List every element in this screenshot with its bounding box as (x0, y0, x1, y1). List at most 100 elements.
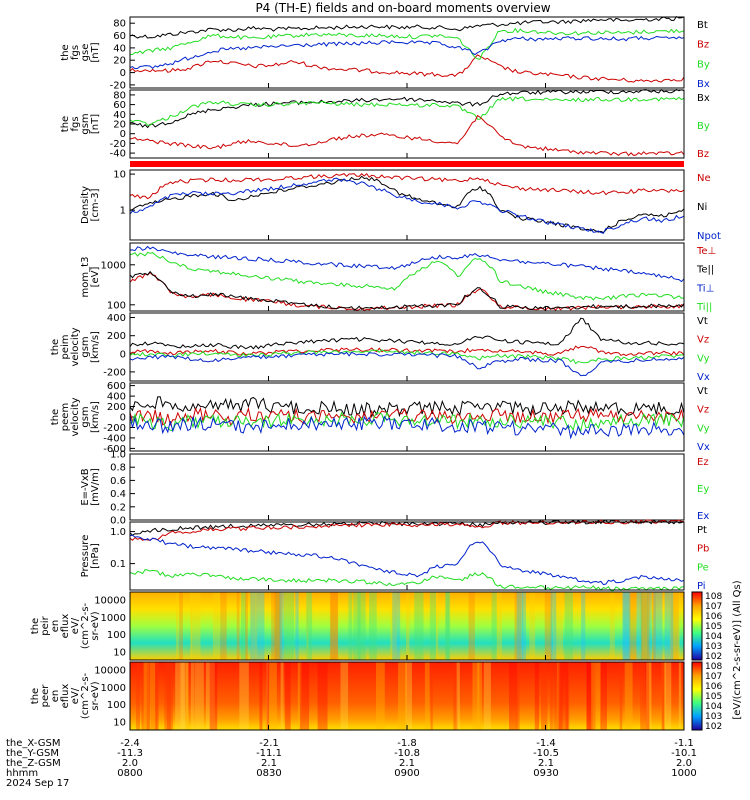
series-density-0 (129, 172, 685, 200)
ytick-peir-spectrogram-0: 10000 (94, 596, 126, 607)
ytick-fgs-gsm-4: 0 (120, 129, 126, 140)
spectro-stripe-peir-spectrogram-54 (329, 592, 339, 660)
spectro-stripe-peir-spectrogram-5 (175, 592, 179, 660)
ytick-efield-3: 0.4 (110, 489, 126, 500)
ylabel-line-efield-1: [mV/m] (90, 468, 101, 506)
legend-density-0: Ne (697, 173, 711, 184)
frame-fgs-gse (129, 16, 685, 89)
spectro-stripe-peer-spectrogram-50 (558, 662, 569, 730)
tick-y-gsm-3: -10.5 (533, 748, 559, 759)
legend-density-1: Ni (697, 202, 707, 213)
spectro-stripe-peir-spectrogram-17 (250, 592, 258, 660)
spectro-stripe-peer-spectrogram-3 (205, 662, 215, 730)
spectro-stripe-peer-spectrogram-20 (541, 662, 548, 730)
tick-y-gsm-4: -10.1 (671, 748, 697, 759)
spectro-stripe-peer-spectrogram-11 (664, 662, 672, 730)
spectro-stripe-peer-spectrogram-12 (150, 662, 158, 730)
ylabel-line-peim-velocity-4: [km/s] (90, 331, 101, 363)
ylabel-line-peem-velocity-1: peem (60, 403, 71, 431)
series-fgs-gse-1 (129, 54, 685, 83)
spectro-stripe-peir-spectrogram-11 (623, 592, 630, 660)
spectro-stripe-peer-spectrogram-5 (269, 662, 277, 730)
ylabel-line-fgs-gsm-3: [nT] (90, 114, 101, 134)
series-fgs-gsm-1 (129, 96, 685, 126)
ylabel-line-fgs-gse-1: fgs (70, 45, 81, 60)
spectro-stripe-peir-spectrogram-34 (468, 592, 475, 660)
spectrogram-peir-spectrogram (130, 592, 684, 660)
ytick-peim-velocity-1: 200 (107, 331, 126, 342)
spectro-stripe-peir-spectrogram-35 (522, 592, 526, 660)
tick-y-gsm-1: -11.1 (256, 748, 282, 759)
cb-tick-1-1: 107 (705, 672, 722, 682)
legend-fgs-gsm-2: Bz (697, 149, 709, 160)
ytick-efield-0: 1.0 (110, 450, 126, 461)
ylabel-line-peer-spectrogram-6: sr-eV) (90, 681, 101, 710)
panel-peir-spectrogram: the peir en eflux eV/(cm^2-s-sr-eV) 10000 1000… (30, 591, 685, 661)
spectro-stripe-peir-spectrogram-29 (212, 592, 220, 660)
spectro-stripe-peir-spectrogram-3 (641, 592, 652, 660)
ytick-peem-velocity-0: 600 (107, 381, 126, 392)
ytick-fgs-gsm-5: -20 (110, 139, 126, 150)
spectro-stripe-peir-spectrogram-59 (279, 592, 285, 660)
panel-peem-velocity: the peem velocity gsm [km/s] 6004002000-200-4… (50, 381, 710, 455)
ytick-peem-velocity-6: -600 (103, 444, 126, 455)
spectro-stripe-peer-spectrogram-48 (155, 662, 159, 730)
cb-tick-0-0: 108 (705, 592, 722, 602)
ytick-fgs-gse-1: 60 (113, 31, 126, 42)
spectro-stripe-peir-spectrogram-23 (250, 592, 256, 660)
tick-x-gsm-2: -1.8 (397, 738, 417, 749)
spectro-stripe-peer-spectrogram-23 (645, 662, 652, 730)
legend-temperature-3: Ti|| (696, 302, 712, 313)
ytick-fgs-gsm-2: 40 (113, 110, 126, 121)
spectro-stripe-peir-spectrogram-39 (653, 592, 663, 660)
ytick-peer-spectrogram-3: 10 (113, 718, 126, 729)
ylabel-line-peer-spectrogram-2: en (50, 690, 61, 703)
z-gsm-label: the_Z-GSM (6, 758, 61, 769)
tick-z-gsm-2: 2.1 (399, 758, 415, 769)
ytick-peim-velocity-2: 0 (120, 349, 126, 360)
ytick-fgs-gse-0: 80 (113, 19, 126, 30)
legend-efield-1: Ey (697, 484, 709, 495)
spectro-stripe-peir-spectrogram-31 (295, 592, 299, 660)
spectro-stripe-peir-spectrogram-18 (670, 592, 679, 660)
legend-density-2: Npot (697, 231, 721, 242)
spectro-stripe-peer-spectrogram-14 (509, 662, 518, 730)
tick-z-gsm-3: 2.1 (538, 758, 554, 769)
spectro-stripe-peer-spectrogram-29 (376, 662, 385, 730)
legend-pressure-1: Pb (697, 544, 709, 555)
ytick-fgs-gsm-3: 20 (113, 120, 126, 131)
cb-tick-1-3: 105 (705, 692, 722, 702)
panel-temperature: mom_t3 [eV]1000 100 Te⊥ Te|| Ti⊥ Ti|| (80, 242, 716, 313)
spectro-stripe-peer-spectrogram-40 (430, 662, 433, 730)
legend-peem-velocity-1: Vz (697, 405, 709, 416)
series-density-1 (129, 175, 685, 234)
series-temperature-3 (129, 251, 685, 301)
legend-temperature-0: Te⊥ (696, 246, 716, 257)
legend-pressure-2: Pe (697, 562, 709, 573)
ylabel-line-peem-velocity-0: the (50, 409, 61, 425)
tick-x-gsm-4: -1.1 (674, 738, 694, 749)
tick-x-gsm-1: -2.1 (259, 738, 279, 749)
spectro-stripe-peer-spectrogram-33 (297, 662, 302, 730)
spectro-stripe-peir-spectrogram-28 (429, 592, 436, 660)
spectro-stripe-peir-spectrogram-12 (275, 592, 281, 660)
spectro-stripe-peer-spectrogram-26 (285, 662, 291, 730)
series-peim-velocity-0 (129, 317, 685, 350)
ytick-fgs-gse-3: 20 (113, 56, 126, 67)
series-peem-velocity-3 (129, 415, 685, 440)
series-pressure-3 (129, 534, 685, 586)
spectro-stripe-peir-spectrogram-10 (514, 592, 522, 660)
ylabel-line-peir-spectrogram-2: en (50, 620, 61, 633)
spectro-stripe-peir-spectrogram-0 (369, 592, 377, 660)
spectro-stripe-peer-spectrogram-38 (299, 662, 310, 730)
spectro-stripe-peir-spectrogram-9 (553, 592, 563, 660)
legend-fgs-gse-1: Bz (697, 40, 709, 51)
spectro-stripe-peir-spectrogram-30 (652, 592, 656, 660)
frame-pressure (129, 521, 685, 591)
ylabel-line-peir-spectrogram-0: the (30, 618, 41, 634)
frame-temperature (129, 242, 685, 312)
spectro-stripe-peer-spectrogram-51 (456, 662, 460, 730)
